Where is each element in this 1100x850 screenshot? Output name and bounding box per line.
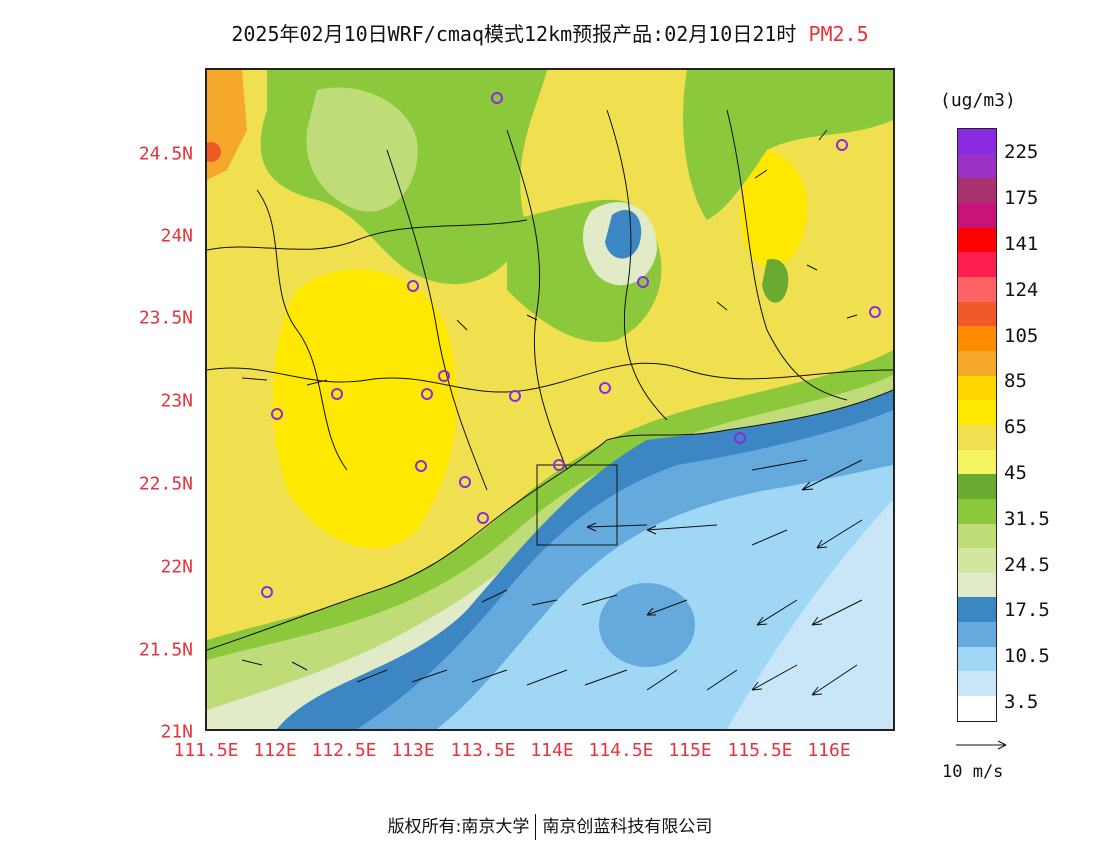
colorbar-segment — [958, 276, 996, 302]
y-tick-22.5N: 22.5N — [138, 473, 193, 495]
green-zone-ne — [683, 70, 893, 220]
colorbar-segment — [958, 326, 996, 351]
colorbar-segment — [958, 129, 996, 154]
light-green-zone-north — [306, 87, 418, 212]
colorbar-segment — [958, 622, 996, 647]
legend-label-124: 124 — [1004, 279, 1039, 301]
variable-label: PM2.5 — [808, 22, 869, 46]
colorbar-segment — [958, 153, 996, 179]
colorbar-segment — [958, 548, 996, 573]
x-tick-114.5E: 114.5E — [588, 740, 654, 761]
colorbar-segment — [958, 301, 996, 327]
legend-unit: (ug/m3) — [940, 90, 1016, 111]
colorbar-segment — [958, 671, 996, 697]
colorbar-segment — [958, 597, 996, 623]
colorbar-segment — [958, 375, 996, 401]
legend-label-105: 105 — [1004, 325, 1039, 347]
legend-label-65: 65 — [1004, 416, 1027, 438]
legend-label-45: 45 — [1004, 462, 1027, 484]
colorbar — [957, 128, 997, 722]
x-tick-112.5E: 112.5E — [311, 740, 377, 761]
colorbar-segment — [958, 178, 996, 203]
legend-label-141: 141 — [1004, 233, 1039, 255]
copyright-right: 南京创蓝科技有限公司 — [542, 817, 713, 837]
x-tick-115.5E: 115.5E — [727, 740, 793, 761]
y-tick-21N: 21N — [160, 721, 193, 743]
map-title: 2025年02月10日WRF/cmaq模式12km预报产品:02月10日21时 P… — [0, 18, 1100, 47]
footer-separator — [535, 814, 537, 840]
colorbar-segment — [958, 449, 996, 475]
legend-label-10.5: 10.5 — [1004, 645, 1050, 667]
pm25-field — [207, 70, 893, 729]
y-tick-24N: 24N — [160, 225, 193, 247]
colorbar-segment — [958, 474, 996, 499]
y-tick-22N: 22N — [160, 556, 193, 578]
dark-green-spot-east — [762, 259, 789, 303]
copyright-footer: 版权所有:南京大学 南京创蓝科技有限公司 — [0, 812, 1100, 840]
copyright-left: 版权所有:南京大学 — [387, 817, 530, 837]
legend-label-31.5: 31.5 — [1004, 508, 1050, 530]
legend-label-175: 175 — [1004, 187, 1039, 209]
x-tick-112E: 112E — [253, 740, 297, 761]
colorbar-segment — [958, 252, 996, 277]
legend-label-225: 225 — [1004, 141, 1039, 163]
peak-zone-nw — [207, 142, 221, 162]
x-tick-113.5E: 113.5E — [450, 740, 516, 761]
wind-vectors — [241, 129, 863, 696]
admin-boundaries — [207, 109, 893, 651]
blue-spot-central — [605, 209, 642, 259]
colorbar-segment — [958, 646, 996, 672]
colorbar-segment — [958, 523, 996, 549]
legend-label-17.5: 17.5 — [1004, 599, 1050, 621]
colorbar-segment — [958, 424, 996, 450]
colorbar-segment — [958, 400, 996, 425]
colorbar-segment — [958, 696, 996, 721]
monitoring-sites — [261, 92, 881, 598]
ocean-clean-zone — [727, 500, 893, 729]
y-tick-23N: 23N — [160, 390, 193, 412]
x-tick-114E: 114E — [530, 740, 574, 761]
x-tick-115E: 115E — [668, 740, 712, 761]
y-tick-24.5N: 24.5N — [138, 143, 193, 165]
wind-reference-label: 10 m/s — [942, 762, 1004, 782]
legend-label-3.5: 3.5 — [1004, 691, 1039, 713]
ocean-blob — [599, 583, 695, 667]
colorbar-segment — [958, 202, 996, 228]
x-tick-113E: 113E — [391, 740, 435, 761]
high-pm-zone-northeast — [740, 150, 807, 268]
y-tick-23.5N: 23.5N — [138, 307, 193, 329]
colorbar-segment — [958, 572, 996, 598]
wind-reference-arrow — [956, 740, 1007, 750]
legend-label-24.5: 24.5 — [1004, 554, 1050, 576]
y-tick-21.5N: 21.5N — [138, 639, 193, 661]
colorbar-segment — [958, 498, 996, 524]
forecast-map — [205, 68, 895, 731]
high-pm-zone-west — [273, 269, 457, 549]
x-tick-111.5E: 111.5E — [173, 740, 239, 761]
title-text: 2025年02月10日WRF/cmaq模式12km预报产品:02月10日21时 — [231, 22, 797, 46]
legend-label-85: 85 — [1004, 370, 1027, 392]
colorbar-segment — [958, 350, 996, 376]
colorbar-segment — [958, 227, 996, 253]
x-tick-116E: 116E — [807, 740, 851, 761]
